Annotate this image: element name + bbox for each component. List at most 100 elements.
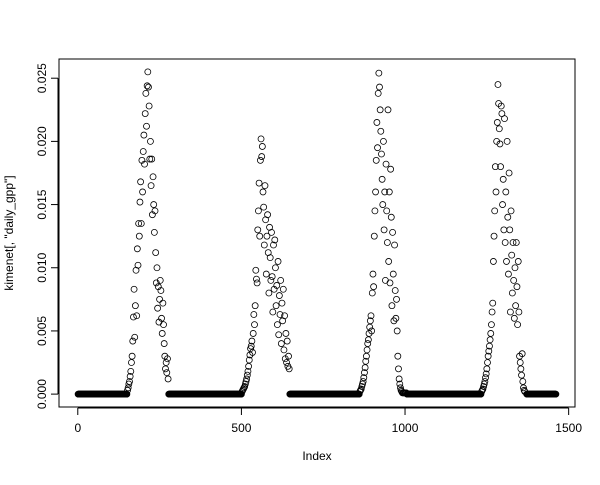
data-point [160,321,167,329]
data-point [135,220,143,227]
data-point [149,173,157,181]
data-point [385,188,393,196]
data-point [280,346,288,354]
data-point [243,371,251,379]
data-point [381,188,389,196]
data-point [370,232,378,240]
data-point [282,330,290,337]
data-point [256,232,264,240]
x-tick-label: 1500 [555,421,582,435]
data-point [130,313,137,321]
data-point [249,349,256,356]
data-point [273,282,281,289]
data-point [152,249,160,256]
data-point [488,321,495,329]
data-point [256,156,264,164]
data-point [497,102,505,110]
data-point [151,207,159,215]
data-point [521,388,529,395]
data-point [374,89,382,97]
data-point [368,327,376,335]
data-point [510,276,518,284]
data-point [402,389,410,397]
data-point [366,317,374,325]
data-point [391,241,398,249]
data-point [137,220,145,227]
data-point [516,359,524,366]
data-point [283,337,291,345]
data-point [124,384,132,392]
data-point [139,148,147,155]
data-point [358,383,366,390]
data-point [482,370,490,378]
data-point [515,308,523,316]
y-tick-label: 0.020 [35,126,49,156]
data-point [502,188,510,196]
data-point [360,374,368,382]
data-point [480,383,487,390]
data-point [508,289,516,297]
data-point [159,299,167,307]
data-point [283,359,290,366]
data-point [241,383,249,390]
x-tick-label: 0 [74,421,81,435]
data-point [395,375,403,383]
data-point [164,375,172,383]
data-point [150,201,158,208]
data-point [489,258,497,265]
data-point [500,226,508,234]
data-point [146,155,154,163]
data-point [373,119,381,126]
data-point [153,264,161,272]
data-point [481,378,489,385]
data-point [147,182,155,190]
data-point [507,207,515,215]
data-point [376,83,383,91]
data-point [379,201,387,208]
y-tick-label: 0.025 [35,63,49,93]
data-point [285,352,292,360]
data-point [363,346,371,354]
data-point [279,285,287,293]
data-point [361,369,368,377]
data-point [130,285,138,293]
data-point [266,254,274,262]
data-point [518,350,526,358]
data-point [260,241,268,249]
data-point [512,239,520,246]
data-point [383,207,391,215]
data-point [253,279,261,287]
data-point [493,119,501,126]
data-point [505,270,512,278]
data-point [387,165,395,173]
data-point [393,327,401,335]
data-points [74,68,560,398]
data-point [491,207,499,215]
data-point [137,178,145,186]
data-point [273,321,281,329]
data-point [262,270,270,278]
data-point [497,163,504,171]
data-point [366,323,374,331]
x-tick-label: 1000 [392,421,419,435]
data-point [359,378,367,385]
data-point [378,175,386,183]
data-point [270,241,277,249]
data-point [489,299,497,307]
data-point [491,163,499,171]
data-point [512,302,520,310]
data-point [264,211,271,219]
data-point [519,378,527,385]
data-point [276,311,284,318]
data-point [499,175,507,183]
data-point [376,106,384,114]
data-point [255,179,263,187]
data-point [503,258,510,265]
data-point [261,182,269,190]
data-point [158,314,165,322]
y-axis-label: kimenet[, "daily_gpp"] [2,175,16,290]
data-point [142,89,150,97]
data-point [125,380,133,388]
data-point [131,333,139,341]
